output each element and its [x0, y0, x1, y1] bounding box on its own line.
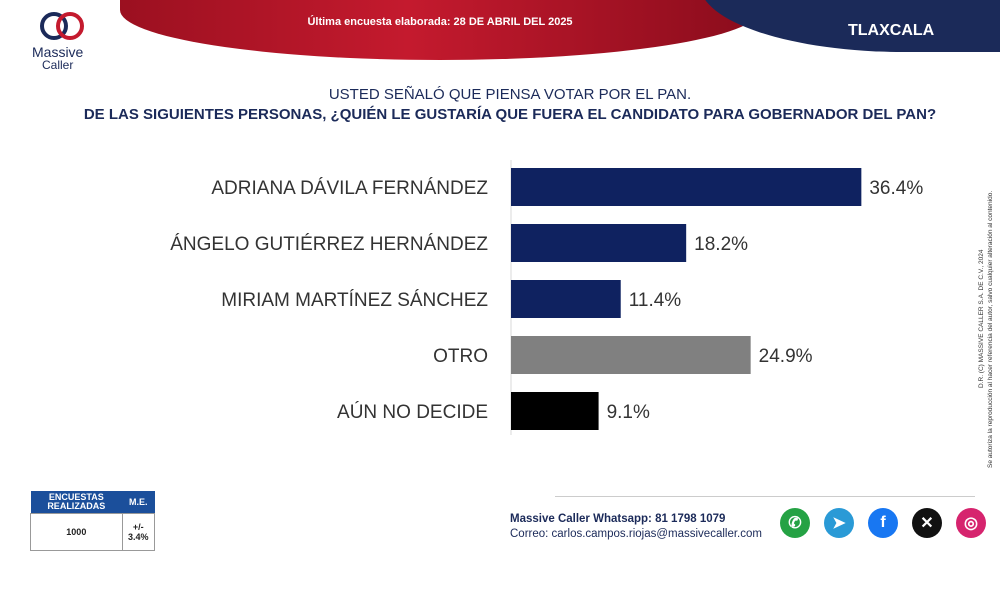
legal-line-2: Se autoriza la reproducción al hacer ref… — [987, 191, 994, 468]
category-label: ÁNGELO GUTIÉRREZ HERNÁNDEZ — [170, 234, 488, 255]
legal-notice: D.R. (C) MASSIVE CALLER S.A. DE C.V., 20… — [978, 191, 994, 468]
value-label: 18.2% — [694, 234, 748, 255]
facebook-icon[interactable]: f — [868, 508, 898, 538]
survey-date: Última encuesta elaborada: 28 DE ABRIL D… — [307, 16, 573, 28]
question-line-1: USTED SEÑALÓ QUE PIENSA VOTAR POR EL PAN… — [328, 86, 692, 103]
footer-divider — [555, 496, 975, 497]
category-label: ADRIANA DÁVILA FERNÁNDEZ — [211, 178, 488, 199]
logo-text-caller: Caller — [42, 58, 74, 72]
category-label: MIRIAM MARTÍNEZ SÁNCHEZ — [221, 290, 488, 311]
social-icons: ✆ ➤ f ✕ ◎ — [780, 508, 986, 538]
value-label: 9.1% — [607, 402, 650, 423]
bar — [511, 224, 687, 262]
header-banner-red — [120, 0, 760, 60]
bar — [511, 280, 621, 318]
legal-line-1: D.R. (C) MASSIVE CALLER S.A. DE C.V., 20… — [978, 249, 985, 388]
bar — [511, 336, 751, 374]
telegram-icon[interactable]: ➤ — [824, 508, 854, 538]
value-label: 11.4% — [629, 290, 682, 311]
margin-header: M.E. — [122, 491, 155, 514]
instagram-icon[interactable]: ◎ — [956, 508, 986, 538]
bar-chart: ADRIANA DÁVILA FERNÁNDEZ 36.4% ÁNGELO GUTI… — [170, 160, 923, 435]
sample-table: ENCUESTAS REALIZADAS M.E. 1000 +/- 3.4% — [30, 491, 156, 551]
sample-count: 1000 — [30, 513, 123, 551]
margin-of-error: +/- 3.4% — [121, 513, 156, 551]
sample-count-header: ENCUESTAS REALIZADAS — [30, 491, 123, 514]
x-icon[interactable]: ✕ — [912, 508, 942, 538]
contact-email[interactable]: Correo: carlos.campos.riojas@massivecall… — [510, 528, 762, 540]
whatsapp-icon[interactable]: ✆ — [780, 508, 810, 538]
question-line-2: DE LAS SIGUIENTES PERSONAS, ¿QUIÉN LE GU… — [83, 106, 937, 123]
category-label: OTRO — [433, 346, 488, 367]
value-label: 24.9% — [759, 346, 813, 367]
category-label: AÚN NO DECIDE — [337, 401, 488, 423]
value-label: 36.4% — [869, 178, 923, 199]
contact-whatsapp: Massive Caller Whatsapp: 81 1798 1079 — [510, 513, 726, 525]
logo-text-massive: Massive — [32, 44, 84, 60]
bar — [511, 168, 862, 206]
contact-block: Massive Caller Whatsapp: 81 1798 1079 Co… — [510, 512, 762, 542]
bar — [511, 392, 599, 430]
massive-caller-logo-icon — [40, 12, 84, 40]
state-label: TLAXCALA — [848, 22, 935, 39]
